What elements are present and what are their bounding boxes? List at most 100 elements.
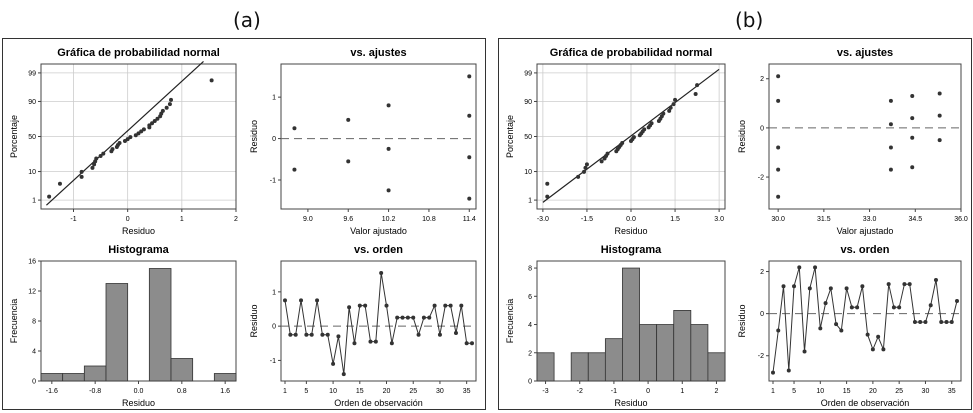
panel-a-chart-0-point-8 xyxy=(98,153,103,158)
panel-a-chart-1-ytick-label: 0 xyxy=(272,136,276,143)
panel-b-chart-3-xtick-label: 1 xyxy=(771,388,775,395)
panel-a-chart-3-point-19 xyxy=(384,303,389,308)
panel-a-chart-3-ytick-label: 0 xyxy=(272,324,276,331)
panel-b-chart-1-ytick-label: 0 xyxy=(760,125,764,132)
panel-a-chart-0-point-17 xyxy=(128,135,133,140)
panel-b-chart-0-point-32 xyxy=(673,97,678,102)
panel-a-chart-3-point-29 xyxy=(437,332,442,337)
panel-b-chart-2-ytick-label: 4 xyxy=(528,322,532,329)
panel-b-chart-3-xtick-label: 35 xyxy=(948,388,956,395)
panel-a-chart-3-point-12 xyxy=(347,305,352,310)
panel-a-chart-0-point-4 xyxy=(90,165,95,170)
panel-b-chart-0-point-28 xyxy=(661,111,666,116)
panel-b-chart-2-bar-6 xyxy=(639,324,658,382)
panel-b-chart-1-point-1 xyxy=(776,98,781,103)
panel-b-chart-3-point-5 xyxy=(797,265,802,270)
panel-b-chart-0-point-14 xyxy=(620,141,625,146)
panel-b-chart-2-xtick-label: -1 xyxy=(611,388,617,395)
panel-b-chart-1-xtick-label: 31.5 xyxy=(817,216,831,223)
panel-b-chart-2-bar-8 xyxy=(673,310,692,382)
panel-b-charts: Gráfica de probabilidad normal -3.0 -1.5 0.… xyxy=(505,47,968,408)
panel-a-chart-2-ytick-label: 12 xyxy=(28,289,36,296)
panel-a-chart-0: Gráfica de probabilidad normal -1 0 1 2 1 10 50… xyxy=(9,47,238,236)
panel-b-chart-3-xtick-label: 5 xyxy=(792,388,796,395)
panel-b-chart-0-point-0 xyxy=(545,194,550,199)
panel-a-chart-3-point-14 xyxy=(357,303,362,308)
panel-b-chart-3-ytick-label: -2 xyxy=(758,353,764,360)
panel-a-chart-3-point-27 xyxy=(427,315,432,320)
panel-b-chart-3-point-8 xyxy=(813,265,818,270)
panel-b-chart-2-bar-5 xyxy=(622,267,640,382)
panel-b-chart-3-point-27 xyxy=(912,320,917,325)
panel-b-chart-0-point-5 xyxy=(584,162,589,167)
panel-b-chart-3-point-7 xyxy=(807,286,812,291)
panel-a-chart-1-point-9 xyxy=(467,155,472,160)
panel-a-chart-0-point-30 xyxy=(164,105,169,110)
panel-b-chart-3-point-21 xyxy=(881,347,886,352)
panel-b-chart-3-point-19 xyxy=(870,347,875,352)
panel-b-chart-0-xtick-label: -1.5 xyxy=(581,216,593,223)
panel-a-chart-3-point-18 xyxy=(379,271,384,275)
panel-a-chart-0-xtick-label: 2 xyxy=(234,216,238,223)
panel-a-chart-2-xtick-label: 0.8 xyxy=(177,388,187,395)
panel-b-chart-1-point-3 xyxy=(776,167,781,172)
panel-a-chart-0-point-21 xyxy=(141,127,146,132)
panel-a-chart-3-ylabel: Residuo xyxy=(249,304,259,337)
panel-b-chart-1-frame xyxy=(768,63,962,210)
panel-b-chart-3-point-24 xyxy=(897,305,902,310)
panel-b-chart-0-xtick-label: 3.0 xyxy=(714,216,724,223)
panel-b-chart-1-point-7 xyxy=(888,145,893,150)
panel-b-chart-3-point-25 xyxy=(902,282,907,287)
panel-b-chart-3-point-34 xyxy=(949,320,954,325)
panel-a-chart-3-point-6 xyxy=(315,298,320,303)
panel-b-chart-0: Gráfica de probabilidad normal -3.0 -1.5 0.… xyxy=(505,47,726,236)
panel-a-chart-3-series-line xyxy=(284,272,472,375)
panel-a-chart-0-point-24 xyxy=(150,121,155,126)
panel-a-chart-1-point-7 xyxy=(467,74,472,79)
panel-a-chart-1-point-4 xyxy=(386,103,391,108)
panel-a: Gráfica de probabilidad normal -1 0 1 2 1 10 50… xyxy=(2,38,486,410)
panel-b-chart-1-xlabel: Valor ajustado xyxy=(837,226,894,236)
panel-a-chart-1-point-6 xyxy=(386,188,391,193)
panel-a-chart-3-point-20 xyxy=(389,341,394,346)
panel-a-chart-1-point-10 xyxy=(467,196,472,201)
panel-a-chart-2-ytick-label: 16 xyxy=(28,259,36,266)
panel-a-chart-0-point-7 xyxy=(94,156,99,161)
panel-b-chart-3-point-14 xyxy=(844,286,849,291)
panel-b-chart-3-point-12 xyxy=(834,322,839,327)
panel-a-chart-3-point-22 xyxy=(400,315,405,320)
panel-b-chart-0-xtick-label: -3.0 xyxy=(537,216,549,223)
panel-a-chart-1-xlabel: Valor ajustado xyxy=(350,226,407,236)
panel-b-chart-0-point-31 xyxy=(671,102,676,107)
panel-a-chart-3-point-15 xyxy=(363,303,368,308)
panel-b-chart-2-bar-2 xyxy=(570,352,589,382)
panel-b-chart-2-xtick-label: 2 xyxy=(715,388,719,395)
panel-b-chart-3-ylabel: Residuo xyxy=(737,304,747,337)
panel-a-chart-2-bar-2 xyxy=(83,365,107,382)
panel-b-chart-1-title: vs. ajustes xyxy=(837,47,893,59)
panel-a-chart-2-frame xyxy=(40,260,237,382)
panel-a-chart-3-point-21 xyxy=(395,315,400,320)
panel-b-chart-3-point-9 xyxy=(818,326,823,331)
panel-b-chart-2-bar-9 xyxy=(690,324,709,382)
panel-b-chart-2-ytick-label: 6 xyxy=(528,294,532,301)
panel-a-chart-3-point-10 xyxy=(336,334,341,339)
panel-a-chart-2-bar-1 xyxy=(62,373,85,382)
panel-b-chart-1-point-4 xyxy=(776,194,781,199)
panel-a-chart-0-point-23 xyxy=(147,123,152,128)
panel-b-chart-0-ytick-label: 1 xyxy=(528,198,532,205)
panel-b-chart-3-xlabel: Orden de observación xyxy=(821,398,910,408)
panel-a-chart-0-ytick-label: 10 xyxy=(28,169,36,176)
panel-a-chart-1-point-2 xyxy=(346,117,351,122)
panel-b-chart-0-point-29 xyxy=(667,108,672,113)
panel-b-chart-3-point-29 xyxy=(923,320,928,325)
panel-b-chart-0-point-30 xyxy=(668,105,673,110)
panel-a-chart-0-point-14 xyxy=(117,141,122,146)
panel-b-chart-2-title: Histograma xyxy=(601,244,662,256)
panel-a-chart-1-frame xyxy=(280,63,477,210)
panel-a-chart-3-point-17 xyxy=(373,339,378,344)
panel-a-chart-0-point-33 xyxy=(209,78,214,83)
panel-b-chart-3-point-4 xyxy=(792,284,797,289)
panel-a-chart-0-ytick-label: 90 xyxy=(28,99,36,106)
panel-b-chart-0-xtick-label: 1.5 xyxy=(670,216,680,223)
